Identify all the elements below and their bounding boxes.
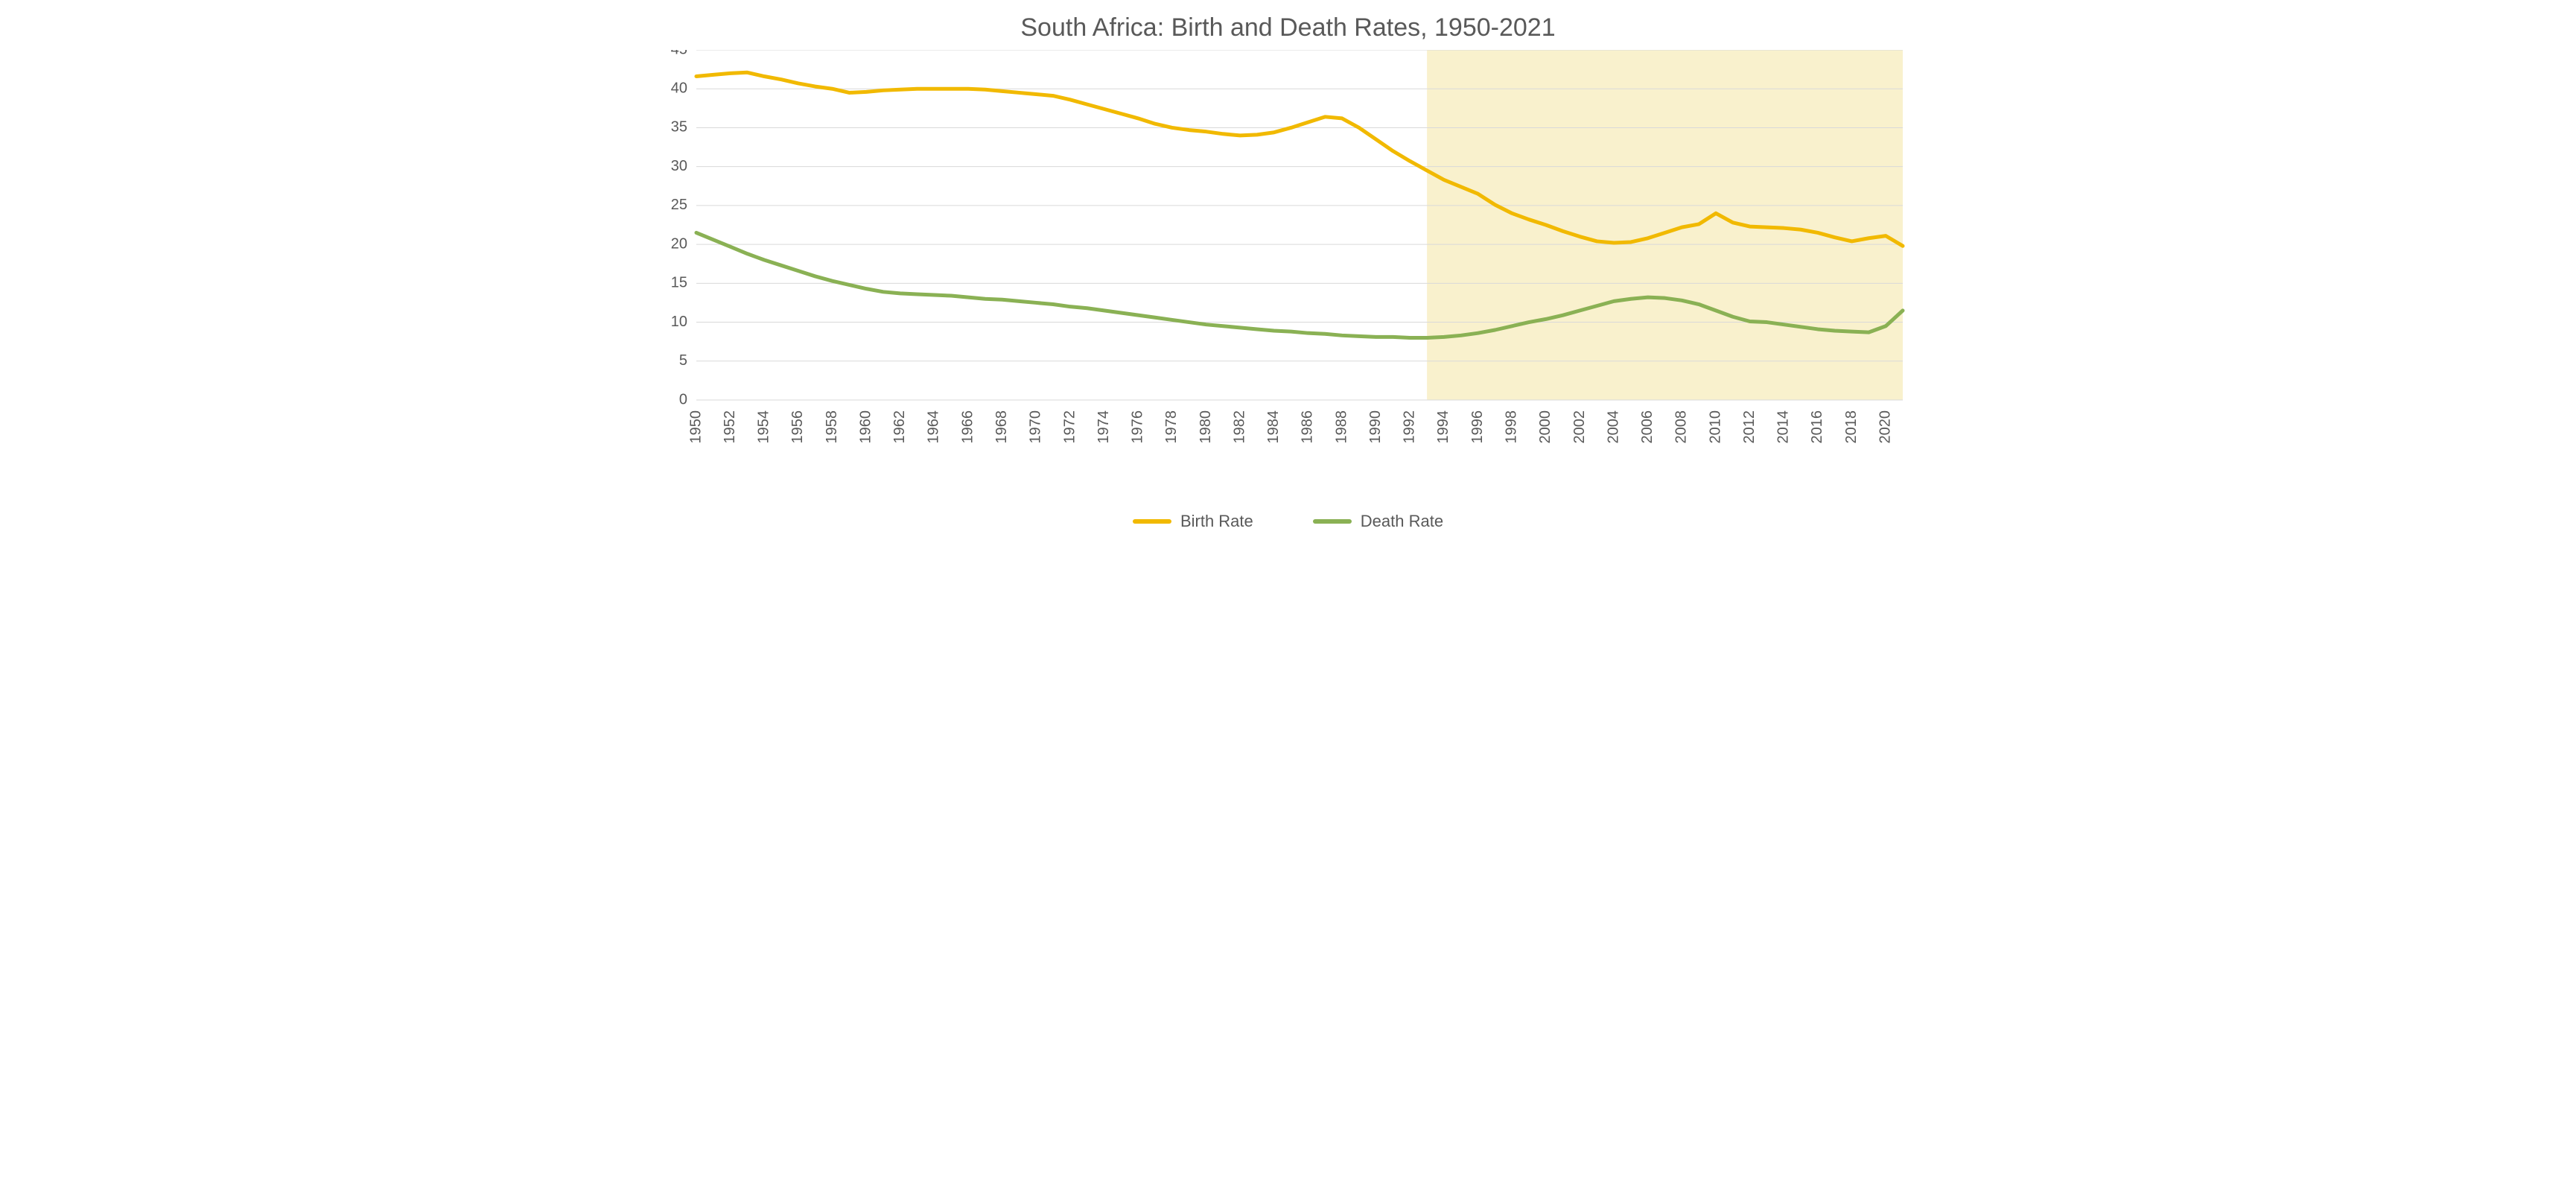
y-tick-label: 45	[670, 50, 687, 57]
x-tick-label: 1970	[1027, 410, 1043, 444]
x-tick-label: 1982	[1231, 410, 1247, 444]
x-tick-label: 2008	[1673, 410, 1689, 444]
x-tick-label: 2018	[1842, 410, 1859, 444]
x-tick-label: 1968	[993, 410, 1009, 444]
x-tick-label: 2004	[1605, 410, 1621, 444]
chart-container: South Africa: Birth and Death Rates, 195…	[644, 0, 1933, 546]
x-tick-label: 1954	[755, 410, 772, 444]
x-tick-label: 1964	[925, 410, 941, 444]
x-tick-label: 1980	[1197, 410, 1213, 444]
legend-item-birth: Birth Rate	[1133, 512, 1253, 531]
legend-swatch-death	[1313, 519, 1352, 524]
x-tick-label: 1996	[1469, 410, 1485, 444]
legend-label-birth: Birth Rate	[1180, 512, 1253, 531]
x-tick-label: 1956	[789, 410, 806, 444]
legend-swatch-birth	[1133, 519, 1171, 524]
x-tick-label: 1960	[857, 410, 874, 444]
x-tick-label: 1998	[1503, 410, 1519, 444]
x-tick-label: 1966	[959, 410, 976, 444]
y-tick-label: 40	[670, 80, 687, 97]
x-tick-label: 1984	[1265, 410, 1282, 444]
x-tick-label: 1958	[823, 410, 839, 444]
x-tick-label: 1972	[1061, 410, 1078, 444]
x-tick-label: 1952	[721, 410, 737, 444]
x-tick-label: 1994	[1435, 410, 1451, 444]
x-tick-label: 1986	[1299, 410, 1315, 444]
y-tick-label: 25	[670, 197, 687, 213]
x-tick-label: 1950	[687, 410, 704, 444]
legend: Birth Rate Death Rate	[644, 504, 1933, 546]
x-tick-label: 1978	[1163, 410, 1180, 444]
y-tick-label: 0	[678, 391, 687, 407]
x-tick-label: 1974	[1095, 410, 1111, 444]
x-tick-label: 2010	[1707, 410, 1723, 444]
x-tick-label: 2016	[1809, 410, 1825, 444]
legend-item-death: Death Rate	[1313, 512, 1443, 531]
x-tick-label: 2002	[1571, 410, 1587, 444]
x-tick-label: 2006	[1639, 410, 1656, 444]
x-tick-label: 1962	[891, 410, 908, 444]
y-tick-label: 10	[670, 314, 687, 330]
x-tick-label: 1976	[1129, 410, 1145, 444]
y-tick-label: 15	[670, 275, 687, 291]
x-tick-label: 2020	[1877, 410, 1893, 444]
legend-label-death: Death Rate	[1361, 512, 1443, 531]
y-tick-label: 5	[678, 352, 687, 369]
x-tick-label: 2012	[1740, 410, 1757, 444]
x-tick-label: 2014	[1775, 410, 1791, 444]
x-tick-label: 1992	[1401, 410, 1417, 444]
chart-title: South Africa: Birth and Death Rates, 195…	[644, 0, 1933, 50]
highlight-band	[1427, 50, 1903, 400]
x-tick-label: 1990	[1367, 410, 1383, 444]
y-tick-label: 30	[670, 158, 687, 174]
line-chart: 0 5 10 15 20 25 30 35 40 45 1950 1952 1954 1956 1958 19…	[644, 50, 1933, 504]
x-tick-label: 2000	[1537, 410, 1553, 444]
y-tick-label: 20	[670, 235, 687, 252]
x-tick-label: 1988	[1333, 410, 1349, 444]
y-tick-label: 35	[670, 119, 687, 136]
